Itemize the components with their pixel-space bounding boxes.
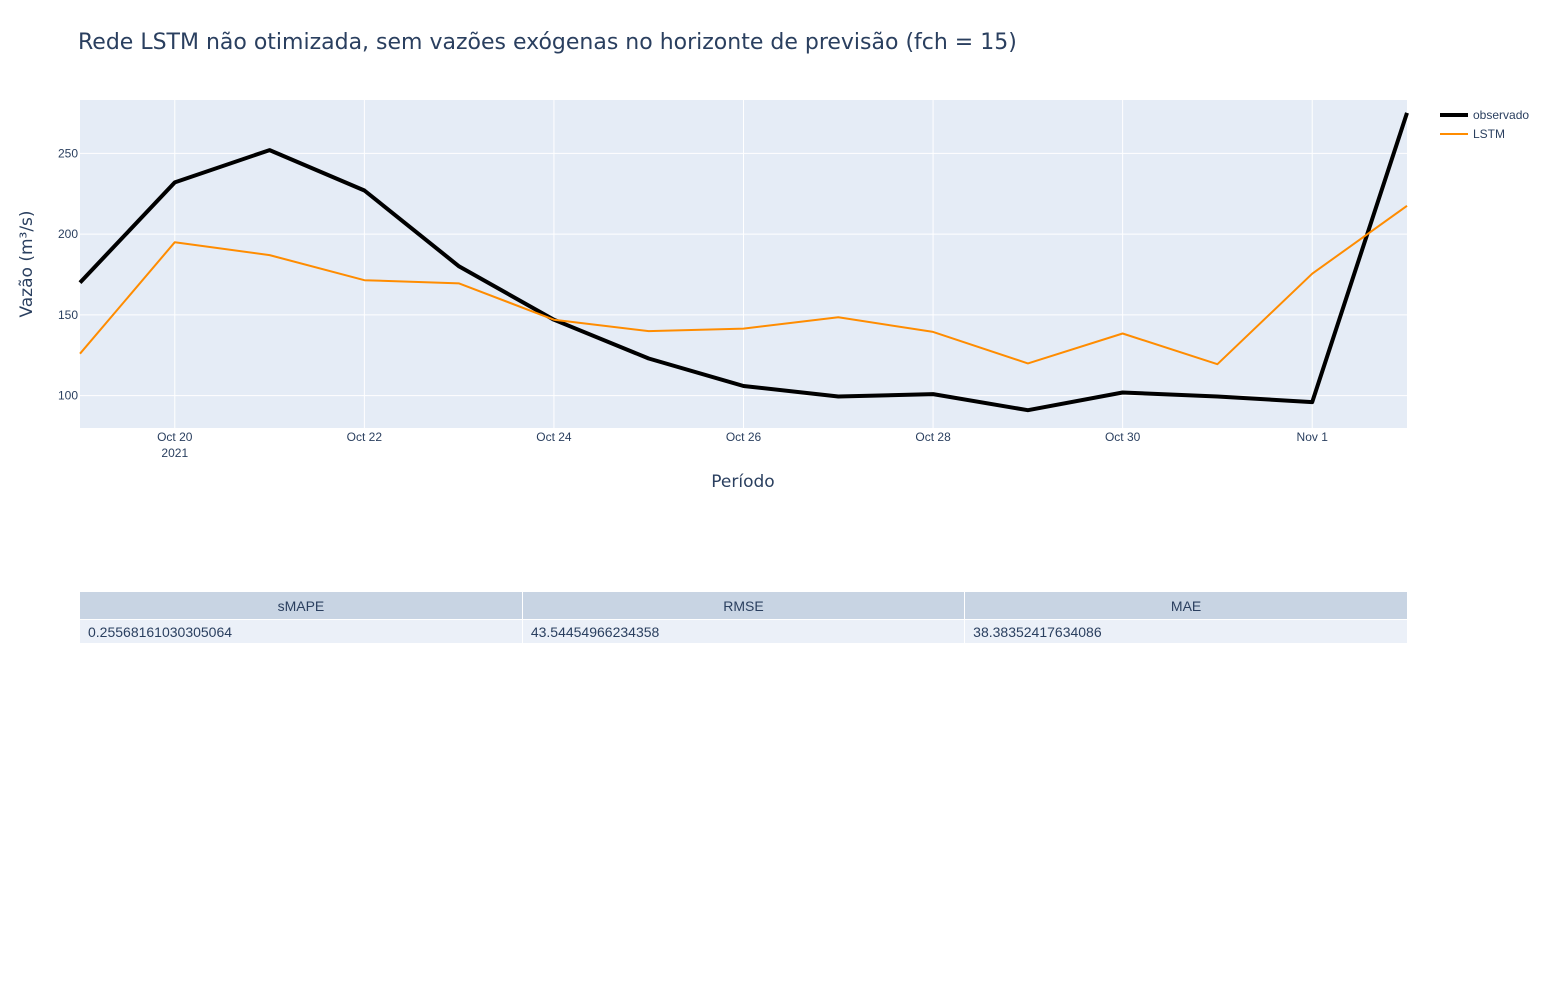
legend-label: observado <box>1473 108 1529 122</box>
chart-title: Rede LSTM não otimizada, sem vazões exóg… <box>78 30 1017 55</box>
x-tick-label: Oct 30 <box>1105 430 1141 444</box>
x-axis-title: Período <box>711 472 774 492</box>
metrics-header-row: sMAPE RMSE MAE <box>80 592 1407 620</box>
metrics-value-mae: 38.38352417634086 <box>964 619 1407 643</box>
legend-label: LSTM <box>1473 127 1505 141</box>
metrics-header-mae: MAE <box>964 592 1407 620</box>
y-tick-label: 100 <box>58 389 78 403</box>
metrics-header-rmse: RMSE <box>522 592 966 620</box>
legend[interactable]: observado LSTM <box>1440 108 1529 141</box>
y-axis-title: Vazão (m³/s) <box>17 210 37 317</box>
legend-item-observado[interactable]: observado <box>1440 108 1529 122</box>
x-tick-label: Oct 20 <box>157 430 193 444</box>
y-tick-label: 200 <box>58 227 78 241</box>
metrics-header-smape: sMAPE <box>80 592 523 620</box>
series-line-lstm <box>79 204 1408 366</box>
metrics-value-rmse: 43.54454966234358 <box>522 619 966 643</box>
y-axis-ticks: 100 150 200 250 <box>58 146 78 402</box>
x-axis-ticks: Oct 20 2021 Oct 22 Oct 24 Oct 26 Oct 28 Oct 30… <box>157 430 1328 460</box>
legend-item-lstm[interactable]: LSTM <box>1440 127 1505 141</box>
y-gridlines <box>80 152 1407 397</box>
x-gridlines <box>174 100 1313 428</box>
x-tick-label: Oct 28 <box>915 430 951 444</box>
series-lines <box>78 112 1409 413</box>
metrics-value-row: 0.25568161030305064 43.54454966234358 38… <box>80 619 1407 643</box>
x-tick-sublabel: 2021 <box>161 446 188 460</box>
x-tick-label: Oct 22 <box>347 430 383 444</box>
x-tick-label: Oct 26 <box>726 430 762 444</box>
y-tick-label: 250 <box>58 146 78 160</box>
x-tick-label: Nov 1 <box>1297 430 1329 444</box>
x-tick-label: Oct 24 <box>536 430 572 444</box>
metrics-table: sMAPE RMSE MAE 0.25568161030305064 43.54… <box>80 592 1407 643</box>
metrics-value-smape: 0.25568161030305064 <box>80 619 523 643</box>
y-tick-label: 150 <box>58 308 78 322</box>
series-line-observado <box>78 112 1409 413</box>
